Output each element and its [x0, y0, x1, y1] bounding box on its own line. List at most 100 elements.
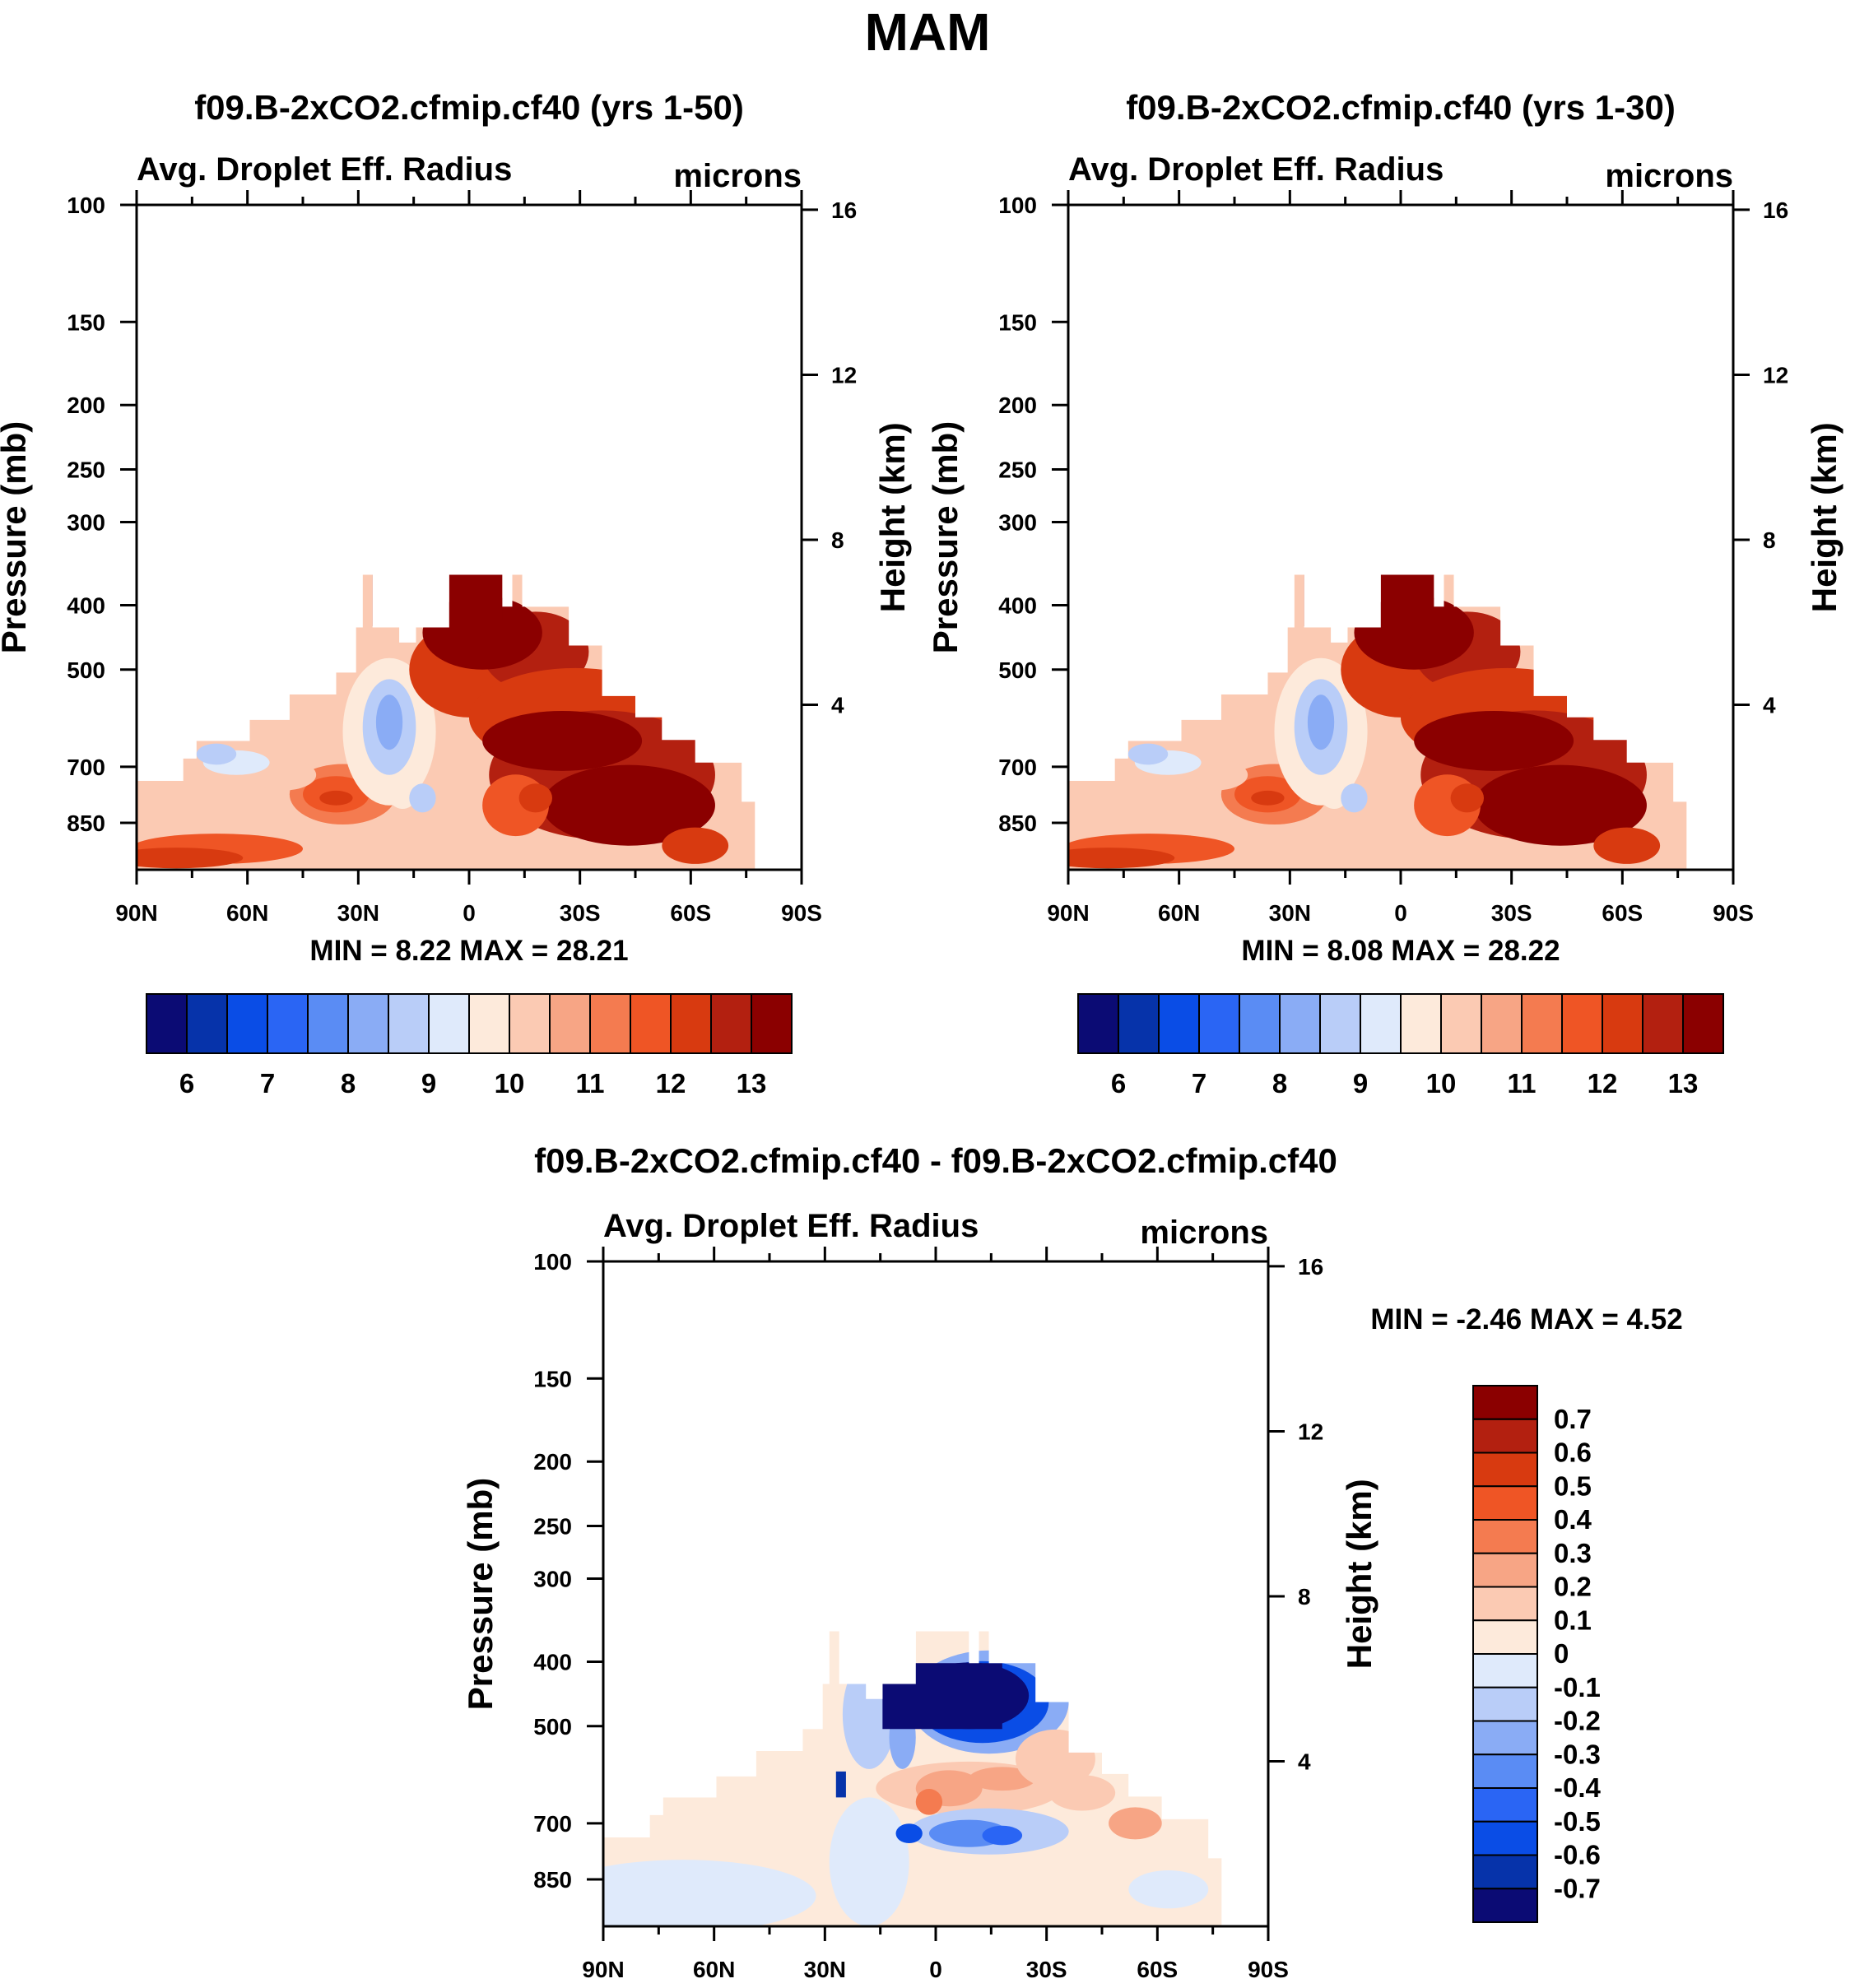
colorbar-box	[1481, 993, 1523, 1054]
x-tick-label: 30S	[1491, 900, 1532, 926]
colorbar-label: 0.1	[1554, 1605, 1592, 1635]
field-contour	[1068, 848, 1175, 869]
x-tick-label: 60S	[1137, 1957, 1178, 1982]
variable-label: Avg. Droplet Eff. Radius	[137, 151, 512, 188]
colorbar-box	[1472, 1888, 1538, 1923]
y-tick-label: 250	[67, 458, 105, 483]
colorbar-label: 6	[1111, 1068, 1126, 1099]
colorbar-box	[1682, 993, 1724, 1054]
field-contour	[915, 1789, 943, 1815]
colorbar-box	[186, 993, 228, 1054]
colorbar-box	[1472, 1619, 1538, 1655]
field-contour	[542, 764, 715, 846]
panel-title: f09.B-2xCO2.cfmip.cf40 (yrs 1-30)	[1126, 88, 1676, 127]
colorbar-label: 8	[341, 1068, 356, 1099]
colorbar-label: 0.4	[1554, 1504, 1592, 1535]
field-contour	[409, 783, 436, 813]
field-contour	[196, 743, 237, 765]
colorbar-box	[670, 993, 712, 1054]
colorbar-label: -0.3	[1554, 1739, 1601, 1769]
colorbar-box	[549, 993, 591, 1054]
x-tick-label: 90N	[582, 1957, 624, 1982]
colorbar-label: 9	[421, 1068, 436, 1099]
min-max-label: MIN = 8.22 MAX = 28.21	[309, 935, 628, 967]
colorbar-box	[428, 993, 470, 1054]
field-contour	[982, 1825, 1023, 1846]
y2-tick-label: 4	[831, 692, 844, 718]
colorbar-box	[1472, 1485, 1538, 1521]
colorbar-box	[1472, 1653, 1538, 1688]
colorbar-box	[1472, 1452, 1538, 1488]
y-tick-label: 100	[533, 1249, 572, 1275]
y-tick-label: 850	[67, 811, 105, 836]
y-axis-title: Pressure (mb)	[926, 421, 965, 653]
colorbar-box	[347, 993, 389, 1054]
colorbar-box	[388, 993, 430, 1054]
colorbar-label: 0.7	[1554, 1404, 1592, 1434]
colorbar-label: 12	[656, 1068, 686, 1099]
y-tick-label: 850	[998, 811, 1037, 836]
x-tick-label: 0	[463, 900, 476, 926]
y-tick-label: 200	[67, 392, 105, 418]
x-tick-label: 60N	[693, 1957, 735, 1982]
colorbar-label: 11	[576, 1068, 605, 1099]
x-tick-label: 60N	[1158, 900, 1200, 926]
y2-tick-label: 8	[1763, 527, 1776, 553]
field-contour	[1048, 1775, 1116, 1811]
y-tick-label: 500	[533, 1714, 572, 1740]
colorbar-label: 10	[1426, 1068, 1457, 1099]
y-tick-label: 850	[533, 1867, 572, 1893]
field-group	[603, 1261, 1268, 1926]
colorbar-label: 13	[737, 1068, 767, 1099]
x-tick-label: 90N	[115, 900, 157, 926]
field-contour	[319, 790, 353, 806]
colorbar-box	[1319, 993, 1361, 1054]
field-contour	[449, 574, 503, 620]
y-tick-label: 700	[998, 755, 1037, 780]
y-tick-label: 500	[998, 657, 1037, 683]
y2-tick-label: 16	[1763, 197, 1788, 223]
units-label: microns	[673, 158, 802, 194]
colorbar-box	[1472, 1720, 1538, 1756]
field-contour	[969, 1767, 1036, 1791]
x-tick-label: 30S	[560, 900, 601, 926]
y-tick-label: 250	[998, 458, 1037, 483]
colorbar-box	[226, 993, 268, 1054]
field-contour	[1109, 1807, 1162, 1840]
colorbar-box	[1472, 1586, 1538, 1622]
x-tick-label: 60S	[1602, 900, 1643, 926]
no-data-region	[1068, 205, 1733, 870]
y2-axis-title: Height (km)	[1340, 1479, 1378, 1669]
field-contour	[1307, 694, 1335, 750]
y-tick-label: 400	[533, 1649, 572, 1674]
colorbar-box	[509, 993, 551, 1054]
y2-tick-label: 4	[1763, 692, 1776, 718]
colorbar-box	[1440, 993, 1482, 1054]
colorbar-box	[1472, 1418, 1538, 1454]
colorbar-box	[468, 993, 510, 1054]
field-contour	[1127, 743, 1169, 765]
y2-tick-label: 16	[831, 197, 857, 223]
y-tick-label: 100	[67, 193, 105, 218]
panel-title: f09.B-2xCO2.cfmip.cf40 (yrs 1-50)	[194, 88, 744, 127]
field-contour	[603, 1860, 816, 1926]
field-contour	[1473, 764, 1647, 846]
colorbar-label: 7	[1192, 1068, 1206, 1099]
y2-tick-label: 12	[1298, 1419, 1323, 1444]
y-tick-label: 150	[67, 309, 105, 335]
x-tick-label: 90N	[1047, 900, 1089, 926]
colorbar-label: -0.4	[1554, 1772, 1602, 1803]
x-tick-label: 30N	[804, 1957, 846, 1982]
field-contour	[518, 783, 552, 813]
y-axis-title: Pressure (mb)	[0, 421, 33, 653]
y2-tick-label: 16	[1298, 1254, 1323, 1280]
colorbar-box	[1472, 1854, 1538, 1890]
y-tick-label: 400	[67, 592, 105, 618]
no-data-region	[137, 205, 802, 870]
colorbar-box	[1279, 993, 1321, 1054]
colorbar-box	[1158, 993, 1200, 1054]
colorbar-label: 7	[260, 1068, 275, 1099]
